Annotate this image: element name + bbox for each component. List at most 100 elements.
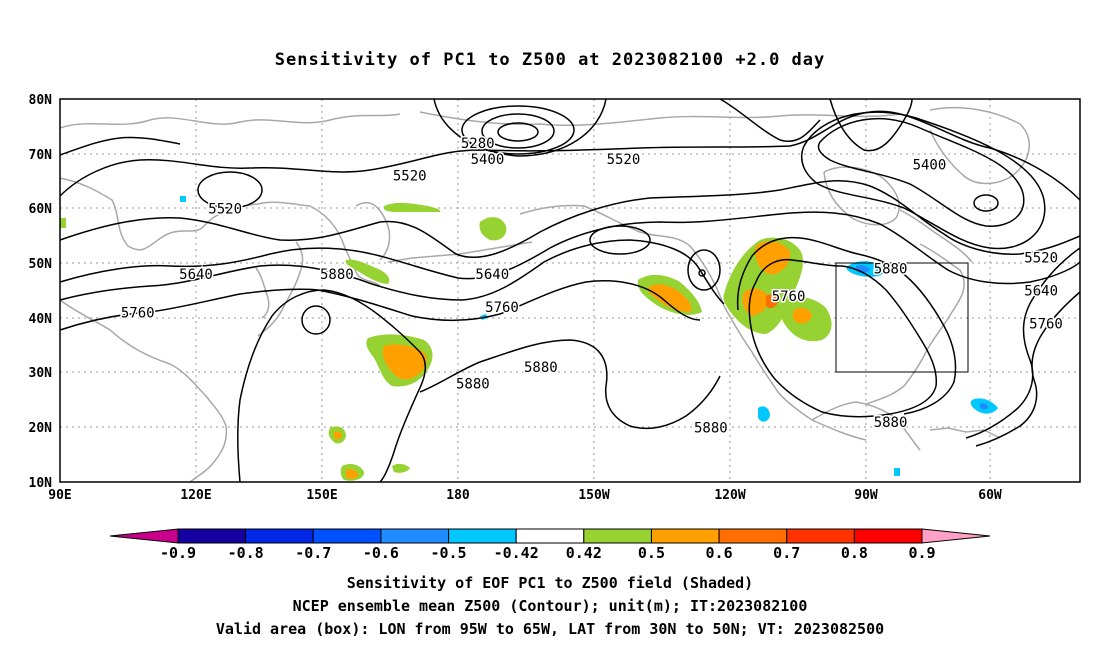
lat-label-10n: 10N xyxy=(29,476,53,491)
shade-patch-west-edge xyxy=(60,218,66,228)
contour-label: 5760 xyxy=(772,289,806,305)
contour-5520-band xyxy=(59,110,1081,201)
contour-5880-east xyxy=(748,258,938,418)
plot-area xyxy=(60,99,1080,482)
contour-5700 xyxy=(59,211,1081,285)
colorbar-box xyxy=(853,528,923,544)
shade-patch-pacific-bottom-core xyxy=(346,469,358,479)
shade-patch-west-us-max xyxy=(766,294,778,309)
coast-china xyxy=(59,299,228,483)
contour-siberia-5520 xyxy=(197,171,263,209)
colorbar-tick-label: 0.9 xyxy=(908,544,935,562)
colorbar-tick-label: 0.8 xyxy=(841,544,868,562)
colorbar-box xyxy=(650,528,720,544)
shade-patch-west-us-core xyxy=(754,241,791,275)
colorbar-tick-label: 0.5 xyxy=(638,544,665,562)
contour-label: 5760 xyxy=(121,305,155,321)
coast-arctic xyxy=(419,111,901,127)
colorbar-tick-label: -0.9 xyxy=(160,544,196,562)
coast-korea xyxy=(255,267,270,319)
shade-patch-china-north xyxy=(180,196,186,202)
contour-5880-ne-pacific xyxy=(589,225,651,255)
shade-patch-kuril xyxy=(345,259,390,284)
colorbar-box xyxy=(448,528,517,544)
shade-patch-pacific-mid xyxy=(392,463,410,473)
colorbar: -0.9 -0.8 -0.7 -0.6 -0.5 -0.42 0.42 0.5 0.6 0.7 0.… xyxy=(109,528,991,562)
shade-patch-pacific-south-core xyxy=(334,431,342,440)
colorbar-high-triangle xyxy=(921,528,991,544)
contour-5880-central xyxy=(419,339,721,430)
contour-label: 5640 xyxy=(1024,284,1058,300)
z500-contours xyxy=(59,98,1081,483)
coast-gulf xyxy=(811,401,921,451)
lat-label-80n: 80N xyxy=(29,93,53,108)
colorbar-tick-label: 0.7 xyxy=(773,544,800,562)
contour-arctic-low-mid xyxy=(481,113,555,149)
lon-label-90w: 90W xyxy=(854,488,878,503)
coast-aleutians xyxy=(387,241,533,263)
lon-label-60w: 60W xyxy=(978,488,1002,503)
contour-label: 5880 xyxy=(874,415,908,431)
shade-patch-nw-pacific-core xyxy=(382,344,427,380)
colorbar-tick-label: 0.42 xyxy=(566,544,602,562)
contour-label: 5880 xyxy=(874,262,908,278)
colorbar-tick-label: -0.5 xyxy=(430,544,466,562)
contour-label: 5280 xyxy=(461,136,495,152)
contour-label: 5760 xyxy=(1029,316,1063,332)
lon-label-120e: 120E xyxy=(180,488,211,503)
shade-patch-hawaii-east xyxy=(894,468,900,476)
colorbar-tick-label: 0.6 xyxy=(706,544,733,562)
contour-5640 xyxy=(59,180,1081,259)
colorbar-low-triangle xyxy=(109,528,179,544)
contour-hudson-low-1 xyxy=(817,117,1025,227)
contour-label: 5880 xyxy=(694,420,728,436)
contour-5400-ne xyxy=(829,98,913,152)
lat-label-30n: 30N xyxy=(29,366,53,381)
contour-5520-upper xyxy=(719,98,821,143)
contour-label: 5880 xyxy=(524,360,558,376)
lon-label-150e: 150E xyxy=(306,488,337,503)
contour-arctic-low-outer xyxy=(461,105,575,155)
lon-label-90e: 90E xyxy=(48,488,71,503)
colorbar-box xyxy=(718,528,788,544)
lat-label-70n: 70N xyxy=(29,148,53,163)
coast-na-east xyxy=(865,243,965,405)
contour-5820 xyxy=(59,280,701,331)
contour-5880-west xyxy=(236,289,427,483)
contour-label: 5520 xyxy=(393,169,427,185)
contour-arctic-low-inner xyxy=(497,122,539,142)
valid-box-rect xyxy=(835,262,969,373)
colorbar-box xyxy=(380,528,450,544)
colorbar-box xyxy=(515,528,585,544)
shade-patch-mexico xyxy=(758,406,770,422)
contour-5400-arctic xyxy=(433,98,607,157)
contour-label: 5520 xyxy=(607,152,641,168)
lon-label-180: 180 xyxy=(446,488,470,503)
contour-label: 5640 xyxy=(179,267,213,283)
shading-orange-patches xyxy=(334,241,812,479)
shade-patch-central-us-core xyxy=(792,308,812,324)
contour-5880-japan xyxy=(301,305,331,335)
contour-label: 5520 xyxy=(208,201,242,217)
colorbar-box xyxy=(312,528,382,544)
coast-greenland xyxy=(929,106,1030,185)
shade-patch-ne-pacific-core xyxy=(648,284,692,312)
coast-japan xyxy=(257,241,304,337)
shade-patch-dateline xyxy=(479,217,507,241)
footer-line-2: NCEP ensemble mean Z500 (Contour); unit(… xyxy=(292,597,808,615)
lat-label-20n: 20N xyxy=(29,421,53,436)
coast-caribbean xyxy=(929,427,1001,439)
contour-label: 5400 xyxy=(471,152,505,168)
colorbar-box xyxy=(245,528,314,544)
contour-label: 5760 xyxy=(485,300,519,316)
coast-labrador xyxy=(899,209,973,263)
coast-alaska xyxy=(519,204,725,307)
contour-5760 xyxy=(59,239,725,305)
lon-labels: 90E 120E 150E 180 150W 120W 90W 60W xyxy=(48,488,1002,503)
colorbar-box xyxy=(583,528,652,544)
coast-hudson xyxy=(823,166,900,226)
map-border xyxy=(59,98,1081,483)
footer-line-3: Valid area (box): LON from 95W to 65W, L… xyxy=(215,620,885,638)
coast-asia-north xyxy=(59,113,401,129)
